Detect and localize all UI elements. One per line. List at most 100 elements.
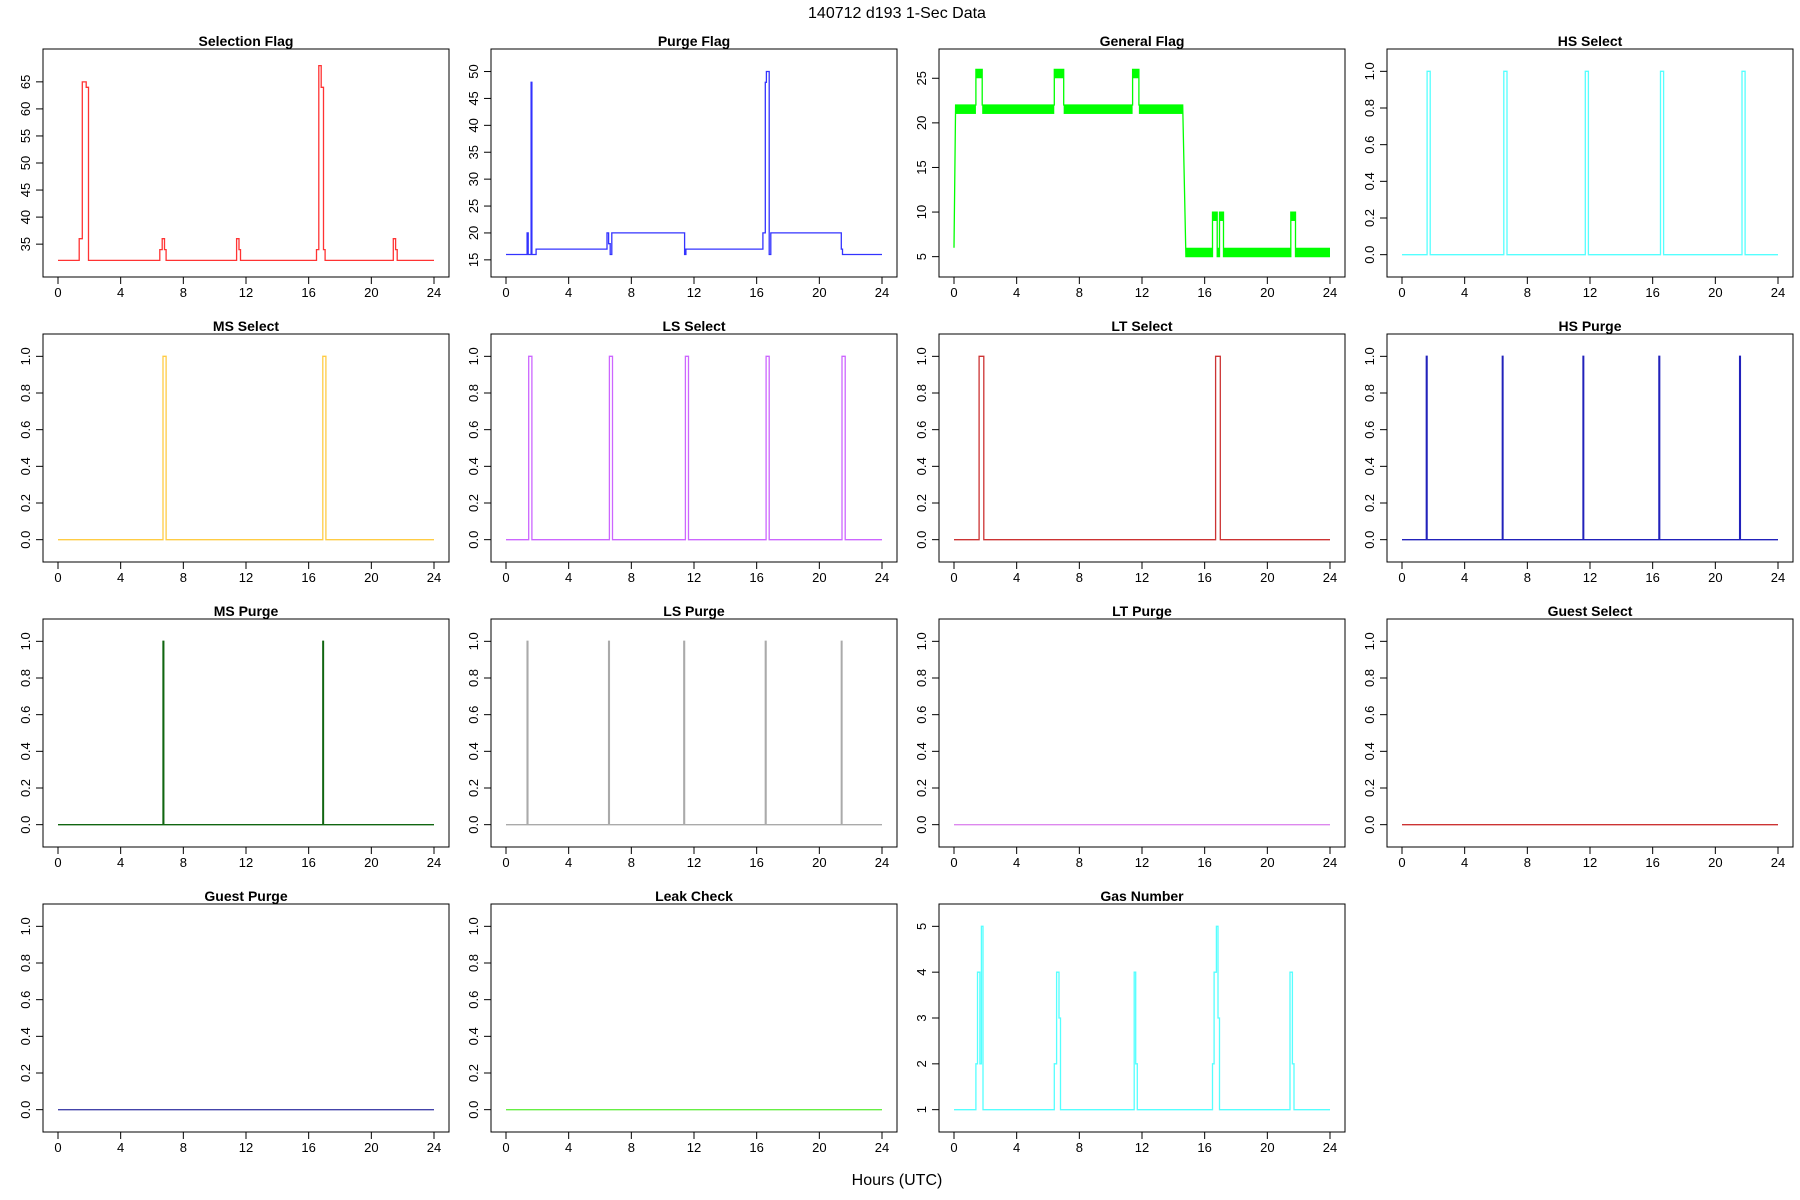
data-band <box>1185 247 1213 257</box>
x-tick-label: 0 <box>1398 570 1405 585</box>
y-tick-label: 0.6 <box>18 706 33 724</box>
x-tick-label: 4 <box>1461 855 1468 870</box>
data-band <box>1219 212 1224 221</box>
x-tick-label: 12 <box>1583 570 1597 585</box>
panel-title: Leak Check <box>655 888 733 904</box>
panel-title: Selection Flag <box>199 33 294 49</box>
x-tick-label: 8 <box>180 855 187 870</box>
x-tick-label: 0 <box>502 285 509 300</box>
data-band <box>1217 247 1220 257</box>
x-tick-label: 4 <box>1013 855 1020 870</box>
data-band <box>1295 247 1330 257</box>
x-tick-label: 24 <box>427 855 441 870</box>
plot-frame <box>42 618 450 848</box>
y-tick-label: 0.8 <box>18 384 33 402</box>
y-tick-label: 0.8 <box>914 384 929 402</box>
y-tick-label: 0.2 <box>18 494 33 512</box>
x-tick-label: 0 <box>54 855 61 870</box>
y-tick-label: 0.0 <box>1362 246 1377 264</box>
panel-leak-check: Leak Check 0 4 8 12 16 20 24 0.0 0.2 0.4 0.6 0.8 1.0 <box>466 888 898 1155</box>
panel-selection-flag: Selection Flag 0 4 8 12 16 20 24 35 40 45 50 55 60 65 <box>18 33 450 300</box>
panel-title: LS Purge <box>663 603 725 619</box>
x-tick-label: 12 <box>687 570 701 585</box>
x-tick-label: 16 <box>749 570 763 585</box>
x-tick-label: 12 <box>239 285 253 300</box>
y-tick-label: 30 <box>466 172 481 186</box>
x-tick-label: 8 <box>1524 855 1531 870</box>
plot-frame <box>490 903 898 1133</box>
x-tick-label: 0 <box>950 285 957 300</box>
y-tick-label: 10 <box>914 205 929 219</box>
x-tick-label: 20 <box>812 855 826 870</box>
y-tick-label: 1.0 <box>1362 347 1377 365</box>
y-tick-label: 0.6 <box>18 991 33 1009</box>
plot-frame <box>1386 618 1794 848</box>
plot-frame <box>490 333 898 563</box>
y-tick-label: 0.2 <box>18 779 33 797</box>
y-tick-label: 40 <box>18 210 33 224</box>
plot-frame <box>490 48 898 278</box>
y-tick-label: 0.0 <box>466 1101 481 1119</box>
y-tick-label: 0.6 <box>914 421 929 439</box>
panel-guest-purge: Guest Purge 0 4 8 12 16 20 24 0.0 0.2 0.4 0.6 0.8 1.0 <box>18 888 450 1155</box>
y-tick-label: 50 <box>466 64 481 78</box>
y-tick-label: 50 <box>18 156 33 170</box>
x-tick-label: 8 <box>1076 570 1083 585</box>
panel-title: Guest Purge <box>204 888 287 904</box>
x-tick-label: 0 <box>54 570 61 585</box>
figure-title: 140712 d193 1-Sec Data <box>808 5 986 22</box>
series-line-ls-select <box>506 355 882 541</box>
y-tick-label: 20 <box>914 116 929 130</box>
x-tick-label: 20 <box>1708 855 1722 870</box>
x-tick-label: 4 <box>1013 1140 1020 1155</box>
data-band <box>1290 212 1296 221</box>
x-tick-label: 0 <box>950 855 957 870</box>
y-tick-label: 0.0 <box>18 531 33 549</box>
x-tick-label: 24 <box>427 570 441 585</box>
x-tick-label: 8 <box>628 1140 635 1155</box>
x-tick-label: 24 <box>1323 1140 1337 1155</box>
x-tick-label: 4 <box>117 570 124 585</box>
x-tick-label: 24 <box>875 570 889 585</box>
panel-ls-select: LS Select 0 4 8 12 16 20 24 0.0 0.2 0.4 0.6 0.8 1.0 <box>466 318 898 585</box>
panel-title: Guest Select <box>1548 603 1633 619</box>
x-tick-label: 0 <box>1398 285 1405 300</box>
x-tick-label: 8 <box>1524 285 1531 300</box>
y-tick-label: 0.2 <box>466 494 481 512</box>
panel-title: HS Purge <box>1558 318 1621 334</box>
data-band <box>1132 69 1139 79</box>
x-tick-label: 4 <box>117 1140 124 1155</box>
x-axis-label: Hours (UTC) <box>852 1172 943 1189</box>
x-tick-label: 4 <box>1013 285 1020 300</box>
panel-general-flag: General Flag 0 4 8 12 16 20 24 5 10 15 20 25 <box>914 33 1346 300</box>
y-tick-label: 1.0 <box>914 347 929 365</box>
y-tick-label: 0.8 <box>18 954 33 972</box>
x-tick-label: 12 <box>239 855 253 870</box>
y-tick-label: 0.4 <box>1362 742 1377 760</box>
x-tick-label: 0 <box>54 1140 61 1155</box>
series-line-hs-purge <box>1402 355 1778 541</box>
x-tick-label: 24 <box>1323 570 1337 585</box>
y-tick-label: 0.0 <box>914 531 929 549</box>
plot-frame <box>938 333 1346 563</box>
y-tick-label: 0.4 <box>914 742 929 760</box>
data-band <box>1063 105 1133 114</box>
y-tick-label: 0.6 <box>1362 421 1377 439</box>
x-tick-label: 24 <box>427 285 441 300</box>
x-tick-label: 8 <box>180 1140 187 1155</box>
x-tick-label: 20 <box>364 285 378 300</box>
y-tick-label: 35 <box>466 145 481 159</box>
y-tick-label: 25 <box>466 199 481 213</box>
y-tick-label: 0.4 <box>466 457 481 475</box>
y-tick-label: 5 <box>914 253 929 260</box>
x-tick-label: 20 <box>1260 1140 1274 1155</box>
x-tick-label: 16 <box>1197 570 1211 585</box>
y-tick-label: 1.0 <box>466 632 481 650</box>
x-tick-label: 16 <box>301 570 315 585</box>
y-tick-label: 0.2 <box>1362 209 1377 227</box>
panel-title: LS Select <box>662 318 725 334</box>
data-band <box>1223 247 1291 257</box>
y-tick-label: 45 <box>466 91 481 105</box>
x-tick-label: 20 <box>812 285 826 300</box>
